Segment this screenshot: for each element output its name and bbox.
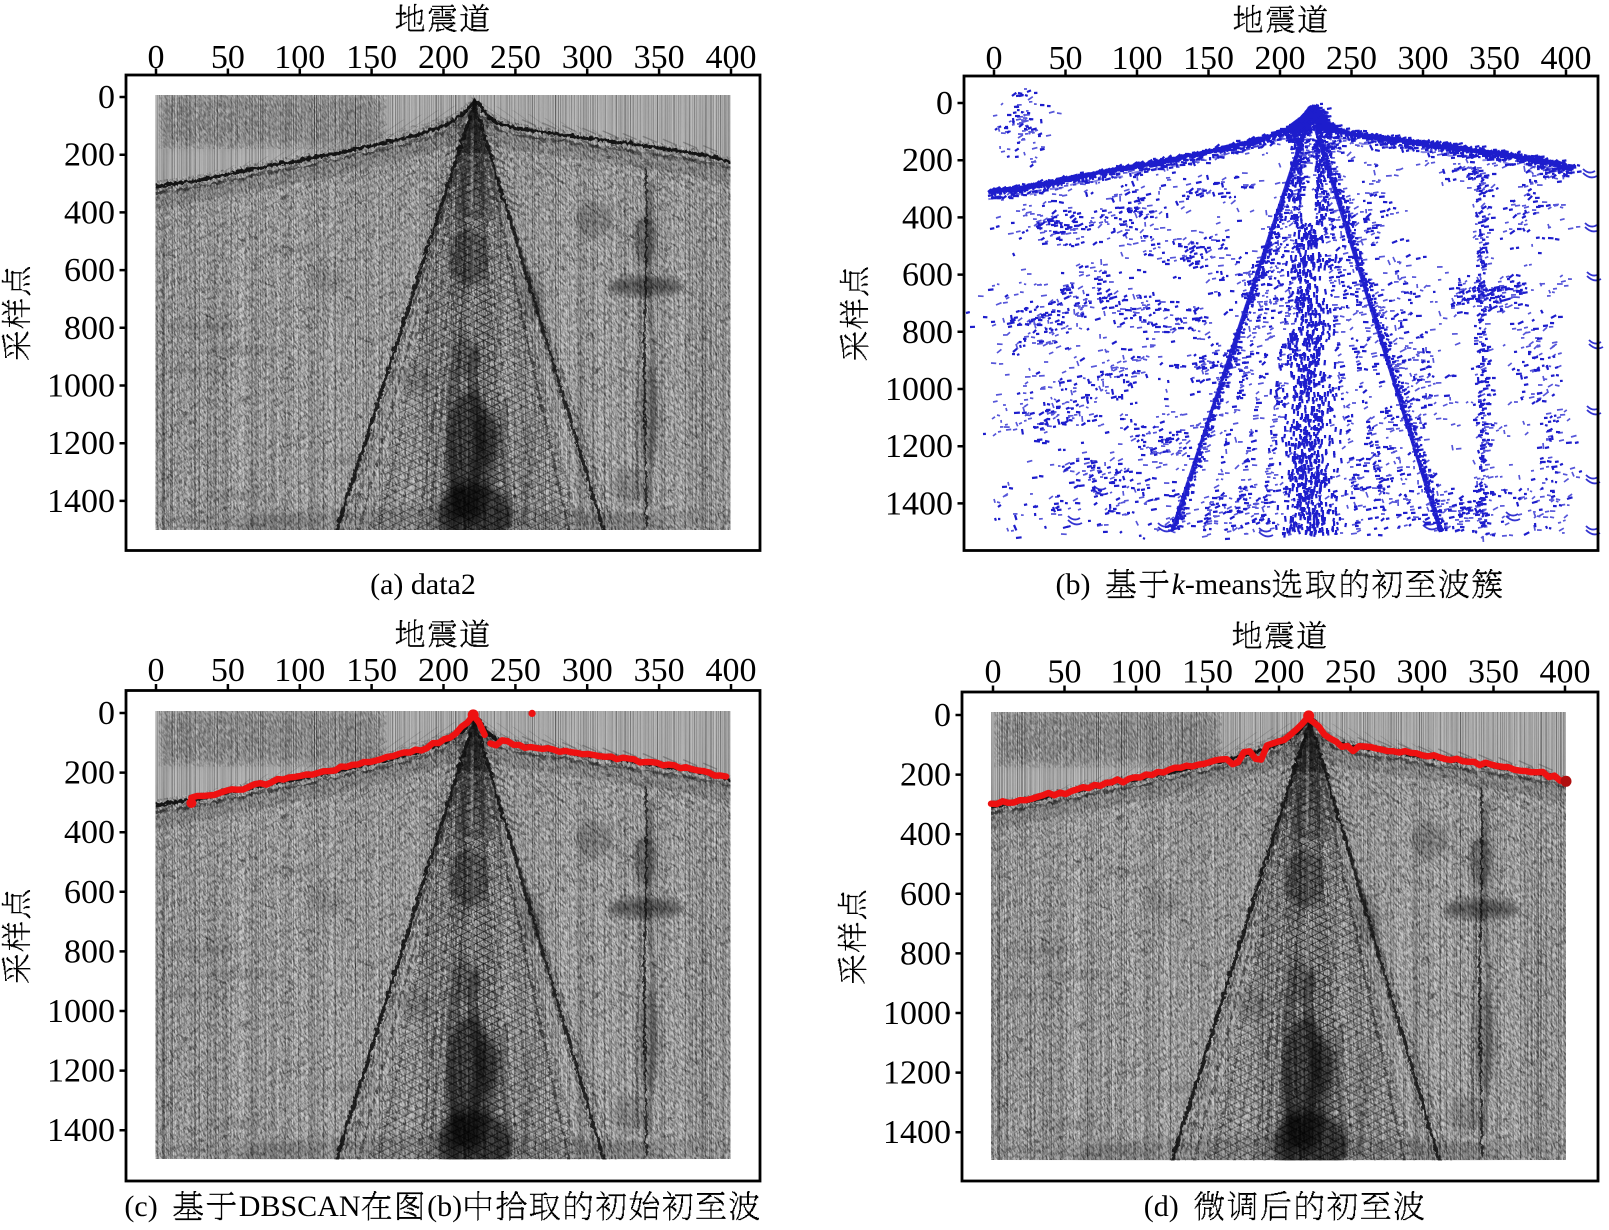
svg-text:800: 800 [64, 933, 115, 970]
svg-text:1000: 1000 [885, 371, 953, 408]
svg-text:800: 800 [64, 310, 115, 347]
svg-text:300: 300 [562, 39, 613, 76]
svg-text:400: 400 [902, 199, 953, 236]
svg-text:1400: 1400 [883, 1114, 951, 1151]
svg-text:50: 50 [211, 652, 245, 689]
svg-text:50: 50 [1049, 40, 1083, 77]
svg-text:400: 400 [706, 652, 757, 689]
svg-text:250: 250 [490, 39, 541, 76]
svg-text:(c): (c) [124, 1190, 157, 1223]
svg-text:400: 400 [706, 39, 757, 76]
svg-text:350: 350 [634, 39, 685, 76]
svg-text:1400: 1400 [47, 483, 115, 520]
svg-text:800: 800 [900, 935, 951, 972]
svg-text:400: 400 [900, 816, 951, 853]
svg-text:200: 200 [418, 652, 469, 689]
svg-text:600: 600 [900, 876, 951, 913]
svg-text:50: 50 [1048, 654, 1082, 691]
svg-text:1000: 1000 [47, 993, 115, 1030]
svg-text:100: 100 [1112, 40, 1163, 77]
svg-text:100: 100 [274, 652, 325, 689]
svg-text:350: 350 [634, 652, 685, 689]
svg-text:0: 0 [936, 85, 953, 122]
svg-text:100: 100 [274, 39, 325, 76]
svg-text:1200: 1200 [47, 1053, 115, 1090]
svg-text:400: 400 [1540, 654, 1591, 691]
svg-text:400: 400 [64, 194, 115, 231]
svg-text:600: 600 [902, 257, 953, 294]
svg-text:250: 250 [1325, 654, 1376, 691]
svg-text:200: 200 [1254, 654, 1305, 691]
svg-text:1200: 1200 [47, 425, 115, 462]
svg-text:1200: 1200 [885, 428, 953, 465]
svg-text:(b): (b) [1056, 568, 1091, 601]
svg-text:600: 600 [64, 252, 115, 289]
svg-text:1200: 1200 [883, 1055, 951, 1092]
svg-text:0: 0 [986, 40, 1003, 77]
svg-text:300: 300 [1398, 40, 1449, 77]
svg-text:400: 400 [1541, 40, 1592, 77]
svg-text:1400: 1400 [885, 485, 953, 522]
svg-text:k: k [1172, 568, 1186, 601]
svg-text:0: 0 [934, 697, 951, 734]
svg-text:150: 150 [1183, 40, 1234, 77]
svg-text:250: 250 [1326, 40, 1377, 77]
svg-text:(a) data2: (a) data2 [370, 568, 476, 601]
svg-text:350: 350 [1469, 40, 1520, 77]
svg-text:1000: 1000 [47, 368, 115, 405]
svg-text:300: 300 [562, 652, 613, 689]
svg-text:200: 200 [64, 755, 115, 792]
svg-text:400: 400 [64, 814, 115, 851]
svg-text:0: 0 [98, 79, 115, 116]
svg-text:350: 350 [1468, 654, 1519, 691]
svg-text:250: 250 [490, 652, 541, 689]
svg-text:0: 0 [985, 654, 1002, 691]
svg-text:600: 600 [64, 874, 115, 911]
svg-text:DBSCAN: DBSCAN [239, 1190, 361, 1223]
svg-text:150: 150 [1182, 654, 1233, 691]
svg-text:200: 200 [900, 757, 951, 794]
svg-text:0: 0 [148, 39, 165, 76]
svg-text:0: 0 [98, 695, 115, 732]
svg-text:-means: -means [1185, 568, 1272, 601]
svg-text:1000: 1000 [883, 995, 951, 1032]
svg-text:1400: 1400 [47, 1112, 115, 1149]
svg-text:50: 50 [211, 39, 245, 76]
svg-text:800: 800 [902, 314, 953, 351]
svg-text:200: 200 [902, 142, 953, 179]
svg-text:200: 200 [418, 39, 469, 76]
svg-text:(b): (b) [427, 1190, 462, 1223]
svg-text:200: 200 [64, 137, 115, 174]
svg-text:150: 150 [346, 652, 397, 689]
svg-text:(d): (d) [1144, 1190, 1179, 1223]
svg-text:100: 100 [1111, 654, 1162, 691]
svg-text:300: 300 [1397, 654, 1448, 691]
svg-text:200: 200 [1255, 40, 1306, 77]
svg-text:150: 150 [346, 39, 397, 76]
svg-text:0: 0 [148, 652, 165, 689]
